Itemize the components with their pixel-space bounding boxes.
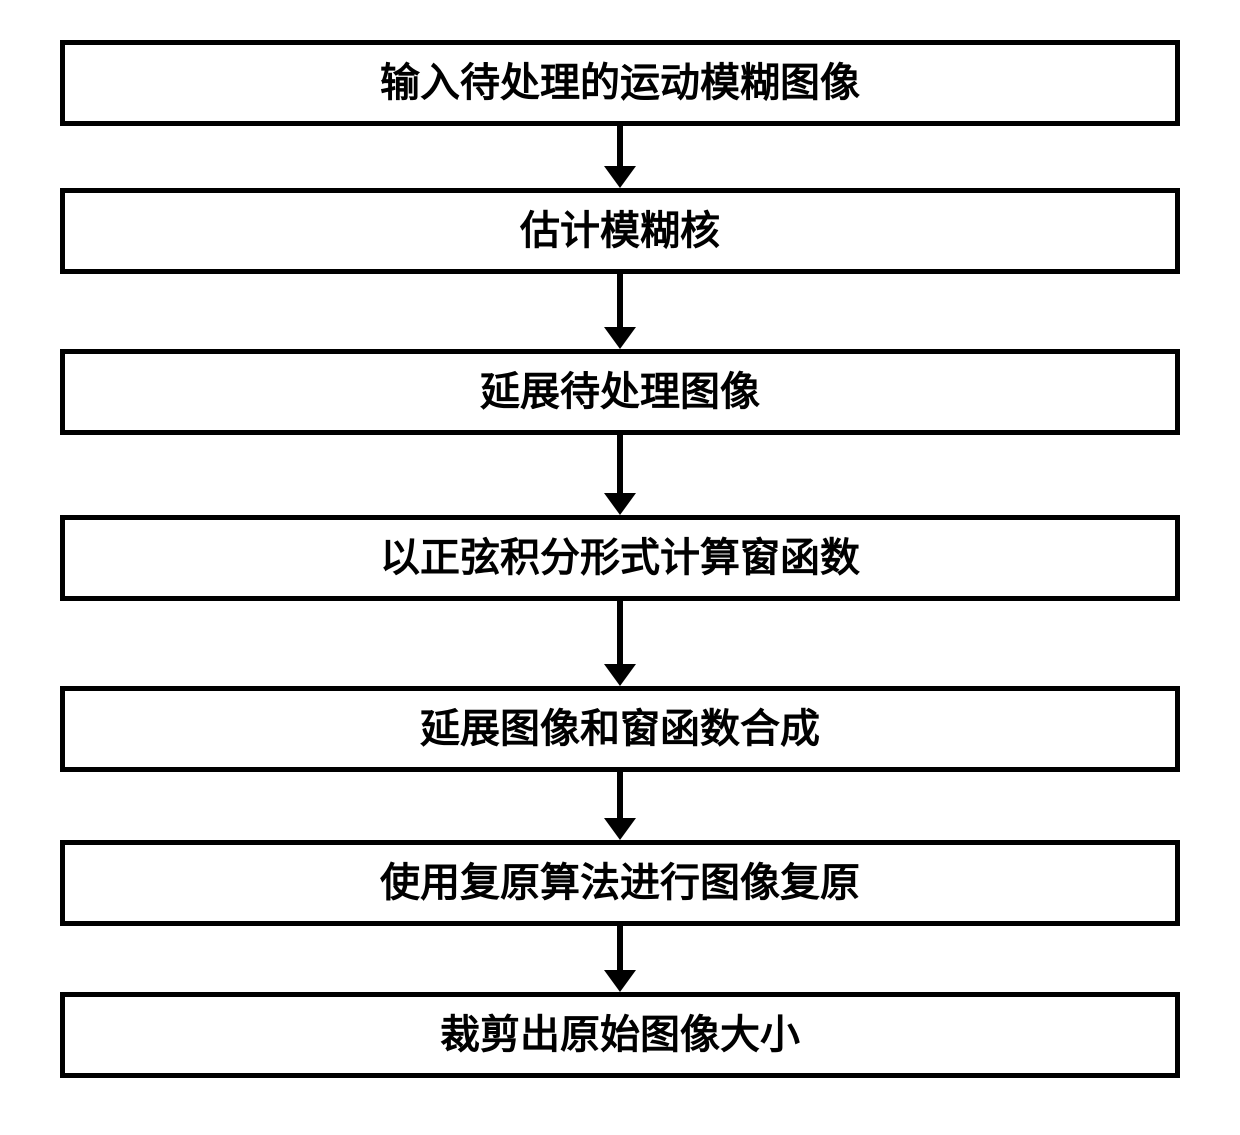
step-label: 使用复原算法进行图像复原 — [65, 859, 1175, 907]
arrow-down-icon — [600, 926, 640, 992]
step-label: 估计模糊核 — [65, 207, 1175, 255]
arrow-down-icon — [600, 274, 640, 349]
flowchart-arrow — [60, 435, 1180, 515]
flowchart-arrow — [60, 926, 1180, 992]
arrow-down-icon — [600, 601, 640, 686]
step-label: 输入待处理的运动模糊图像 — [65, 59, 1175, 107]
step-label: 延展图像和窗函数合成 — [65, 705, 1175, 753]
arrow-down-icon — [600, 435, 640, 515]
flowchart-arrow — [60, 274, 1180, 349]
flowchart-step-box: 以正弦积分形式计算窗函数 — [60, 515, 1180, 601]
flowchart-container: 输入待处理的运动模糊图像 估计模糊核 延展待处理图像 以正弦积分形式计算窗函数 — [60, 40, 1180, 1078]
flowchart-step-box: 使用复原算法进行图像复原 — [60, 840, 1180, 926]
flowchart-step-box: 输入待处理的运动模糊图像 — [60, 40, 1180, 126]
flowchart-step-box: 延展图像和窗函数合成 — [60, 686, 1180, 772]
flowchart-arrow — [60, 772, 1180, 840]
step-label: 以正弦积分形式计算窗函数 — [65, 534, 1175, 582]
flowchart-arrow — [60, 126, 1180, 188]
flowchart-step-box: 估计模糊核 — [60, 188, 1180, 274]
arrow-down-icon — [600, 126, 640, 188]
flowchart-arrow — [60, 601, 1180, 686]
flowchart-step-box: 延展待处理图像 — [60, 349, 1180, 435]
arrow-down-icon — [600, 772, 640, 840]
step-label: 裁剪出原始图像大小 — [65, 1011, 1175, 1059]
flowchart-step-box: 裁剪出原始图像大小 — [60, 992, 1180, 1078]
step-label: 延展待处理图像 — [65, 368, 1175, 416]
